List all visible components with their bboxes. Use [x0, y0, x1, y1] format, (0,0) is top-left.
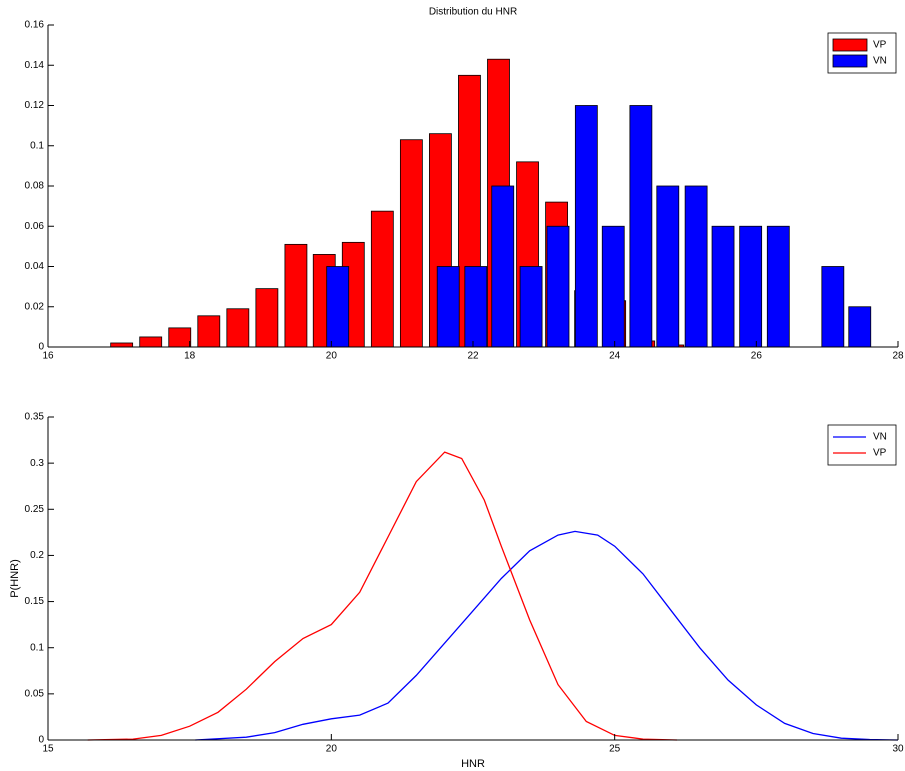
y-tick-label: 0.04	[25, 261, 45, 272]
y-tick-label: 0	[38, 342, 44, 353]
bar	[821, 266, 845, 348]
bar	[168, 327, 192, 348]
bar	[656, 185, 680, 348]
line	[87, 451, 678, 741]
y-tick-label: 0.16	[25, 20, 45, 31]
y-tick-label: 0.15	[25, 596, 45, 607]
x-tick-label: 30	[892, 744, 904, 755]
chart-title: Distribution du HNR	[429, 7, 517, 18]
bar	[574, 105, 598, 348]
y-tick-label: 0.06	[25, 221, 45, 232]
y-tick-label: 0.12	[25, 100, 45, 111]
x-tick-label: 22	[467, 351, 479, 362]
bar	[491, 185, 515, 348]
line	[195, 530, 899, 741]
x-tick-label: 15	[42, 744, 54, 755]
x-tick-label: 18	[184, 351, 196, 362]
bar	[519, 266, 543, 348]
bar	[326, 266, 350, 348]
x-axis-label: HNR	[461, 758, 485, 770]
legend-label: VN	[873, 432, 887, 443]
bar	[110, 342, 134, 348]
y-tick-label: 0.3	[30, 458, 44, 469]
bar	[399, 139, 423, 348]
bar	[139, 336, 163, 348]
x-tick-label: 25	[609, 744, 621, 755]
bar	[601, 225, 625, 348]
x-tick-label: 28	[892, 351, 904, 362]
bar	[739, 225, 763, 348]
bar	[226, 308, 250, 348]
y-tick-label: 0	[38, 735, 44, 746]
x-tick-label: 24	[609, 351, 621, 362]
bar	[684, 185, 708, 348]
x-tick-label: 16	[42, 351, 54, 362]
y-axis-label: P(HNR)	[9, 559, 21, 598]
legend-swatch	[832, 38, 868, 52]
y-tick-label: 0.1	[30, 140, 44, 151]
bar	[629, 105, 653, 348]
legend-label: VN	[873, 56, 887, 67]
y-tick-label: 0.1	[30, 642, 44, 653]
legend-label: VP	[873, 40, 887, 51]
y-tick-label: 0.08	[25, 181, 45, 192]
y-tick-label: 0.05	[25, 688, 45, 699]
bar	[197, 315, 221, 348]
bar	[464, 266, 488, 348]
bar	[766, 225, 790, 348]
x-tick-label: 26	[751, 351, 763, 362]
bar	[546, 225, 570, 348]
y-tick-label: 0.2	[30, 550, 44, 561]
bar	[284, 243, 308, 348]
bar	[436, 266, 460, 348]
legend-label: VP	[873, 448, 887, 459]
bar	[370, 210, 394, 348]
y-tick-label: 0.25	[25, 504, 45, 515]
y-tick-label: 0.35	[25, 412, 45, 423]
y-tick-label: 0.14	[25, 60, 45, 71]
y-tick-label: 0.02	[25, 301, 45, 312]
legend-box	[827, 424, 897, 466]
bar	[848, 306, 872, 348]
x-tick-label: 20	[326, 351, 338, 362]
bar	[255, 288, 279, 348]
bar	[711, 225, 735, 348]
x-tick-label: 20	[326, 744, 338, 755]
legend-swatch	[832, 54, 868, 68]
